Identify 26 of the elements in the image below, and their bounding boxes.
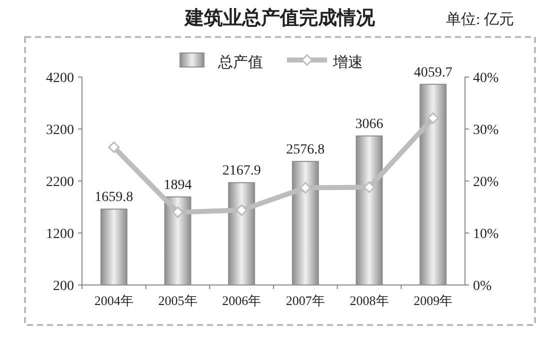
data-label: 3066: [355, 116, 384, 132]
y2tick: 40%: [473, 71, 499, 86]
xtick: 2008年: [350, 293, 389, 308]
xtick: 2009年: [414, 293, 453, 308]
data-label: 1659.8: [94, 190, 134, 206]
data-label: 4059.7: [414, 65, 452, 80]
data-label: 2167.9: [222, 164, 261, 179]
xtick: 2005年: [158, 293, 198, 308]
xtick: 2007年: [286, 293, 325, 308]
y2tick: 20%: [473, 175, 499, 190]
y2tick: 30%: [473, 123, 499, 138]
xtick: 2006年: [222, 293, 262, 308]
title: 建筑业总产值完成情况: [185, 8, 375, 29]
data-label: 2576.8: [286, 142, 325, 158]
ytick: 200: [53, 279, 74, 294]
ytick: 1200: [46, 227, 74, 242]
ytick: 4200: [46, 71, 74, 86]
xtick: 2004年: [94, 293, 134, 308]
ytick: 3200: [46, 123, 74, 138]
ytick: 2200: [46, 175, 74, 190]
annotation: 单位: 亿元: [446, 12, 514, 28]
legend-label: 增速: [333, 55, 363, 71]
y2tick: 0%: [473, 279, 492, 294]
data-label: 1894: [164, 178, 192, 193]
y2tick: 10%: [473, 227, 499, 242]
legend-label: 总产值: [218, 55, 263, 71]
